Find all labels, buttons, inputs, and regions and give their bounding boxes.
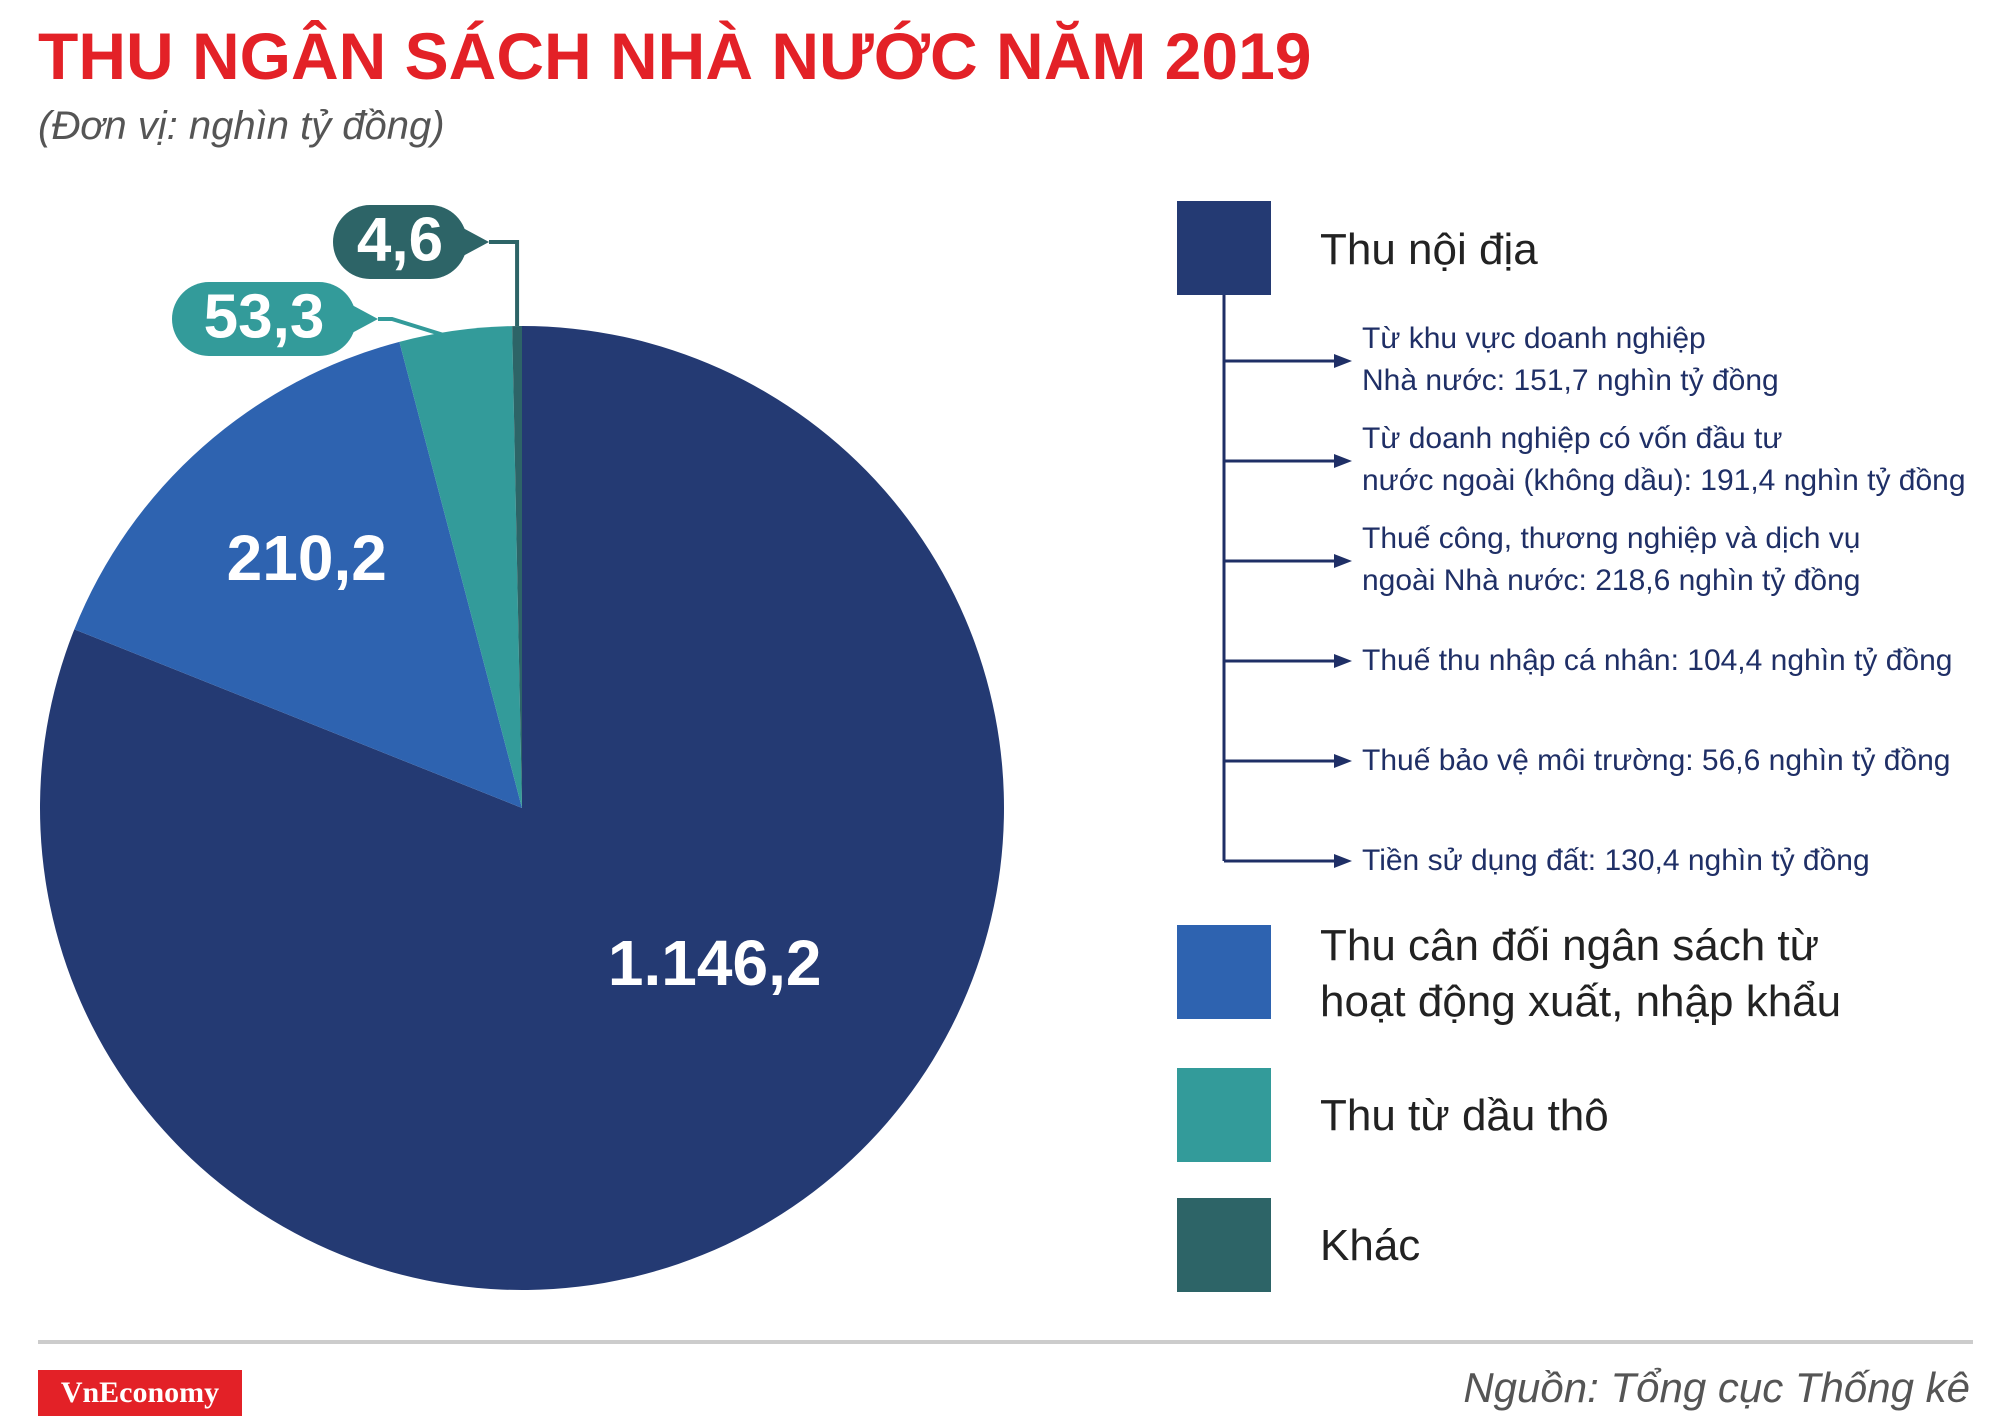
callout-value: 4,6 (357, 205, 443, 274)
chart-title: THU NGÂN SÁCH NHÀ NƯỚC NĂM 2019 (38, 19, 1312, 93)
legend-label-line: Thu cân đối ngân sách từ (1320, 921, 1820, 970)
legend-label-other: Khác (1320, 1218, 1420, 1274)
callout-leader (489, 240, 520, 327)
data-label: 1.146,2 (608, 927, 822, 999)
breakdown-line: Thuế công, thương nghiệp và dịch vụ (1362, 522, 1861, 555)
legend-label-line: Thu nội địa (1320, 225, 1538, 274)
callout-label: 4,6 (333, 205, 520, 327)
brand-logo: VnEconomy (38, 1370, 242, 1416)
breakdown-line: Từ doanh nghiệp có vốn đầu tư (1362, 422, 1783, 455)
breakdown-line: Tiền sử dụng đất: 130,4 nghìn tỷ đồng (1362, 844, 1870, 877)
source-note: Nguồn: Tổng cục Thống kê (1463, 1364, 1970, 1411)
breakdown-line: Thuế thu nhập cá nhân: 104,4 nghìn tỷ đồ… (1362, 644, 1953, 677)
callout-pointer (463, 228, 489, 256)
arrow-icon (1334, 654, 1352, 668)
legend-swatch-other (1177, 1198, 1271, 1292)
breakdown-line: Từ khu vực doanh nghiệp (1362, 322, 1706, 355)
pie-slice (399, 326, 522, 808)
callout-box (172, 282, 356, 356)
breakdown-item-personal-income-tax: Thuế thu nhập cá nhân: 104,4 nghìn tỷ đồ… (1362, 640, 1952, 682)
callout-pointer (352, 305, 378, 333)
breakdown-item-land-use: Tiền sử dụng đất: 130,4 nghìn tỷ đồng (1362, 840, 1870, 882)
callout-leader (378, 317, 456, 341)
callout-value: 53,3 (204, 282, 325, 351)
breakdown-item-non-state: Thuế công, thương nghiệp và dịch vụ ngoà… (1362, 518, 1860, 602)
breakdown-line: Thuế bảo vệ môi trường: 56,6 nghìn tỷ đồ… (1362, 744, 1951, 777)
arrow-icon (1334, 454, 1352, 468)
pie-slice (512, 326, 522, 808)
callout-box (333, 205, 467, 279)
arrow-icon (1334, 854, 1352, 868)
breakdown-item-environment-tax: Thuế bảo vệ môi trường: 56,6 nghìn tỷ đồ… (1362, 740, 1950, 782)
legend-label-line: hoạt động xuất, nhập khẩu (1320, 977, 1842, 1026)
footer-divider (38, 1340, 1973, 1344)
breakdown-item-state-enterprises: Từ khu vực doanh nghiệp Nhà nước: 151,7 … (1362, 318, 1779, 402)
arrow-icon (1334, 554, 1352, 568)
breakdown-item-fdi: Từ doanh nghiệp có vốn đầu tư nước ngoài… (1362, 418, 1966, 502)
arrow-icon (1334, 354, 1352, 368)
callout-label: 53,3 (172, 282, 456, 356)
arrow-icon (1334, 754, 1352, 768)
legend-label-crude-oil: Thu từ dầu thô (1320, 1088, 1609, 1144)
legend-label-line: Thu từ dầu thô (1320, 1091, 1609, 1140)
breakdown-line: Nhà nước: 151,7 nghìn tỷ đồng (1362, 364, 1779, 397)
legend-swatch-crude-oil (1177, 1068, 1271, 1162)
pie-slice (74, 341, 522, 808)
legend-label-import-export: Thu cân đối ngân sách từ hoạt động xuất,… (1320, 918, 1841, 1030)
breakdown-line: ngoài Nhà nước: 218,6 nghìn tỷ đồng (1362, 564, 1861, 597)
data-label: 210,2 (227, 522, 387, 594)
legend-swatch-domestic (1177, 201, 1271, 295)
breakdown-line: nước ngoài (không dầu): 191,4 nghìn tỷ đ… (1362, 464, 1966, 497)
legend-label-line: Khác (1320, 1221, 1421, 1270)
legend-swatch-import-export (1177, 925, 1271, 1019)
legend-label-domestic: Thu nội địa (1320, 222, 1538, 278)
chart-subtitle: (Đơn vị: nghìn tỷ đồng) (38, 104, 445, 148)
